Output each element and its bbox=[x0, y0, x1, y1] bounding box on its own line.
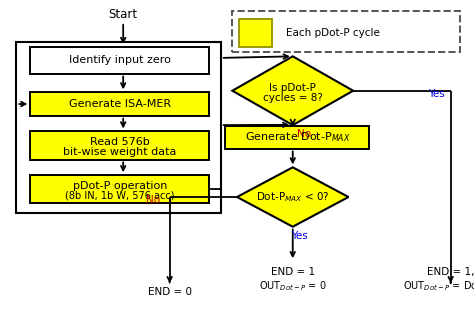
FancyBboxPatch shape bbox=[30, 92, 209, 116]
FancyBboxPatch shape bbox=[30, 175, 209, 203]
Text: Yes: Yes bbox=[292, 231, 308, 241]
Text: Start: Start bbox=[109, 8, 138, 21]
FancyBboxPatch shape bbox=[30, 47, 209, 73]
Text: Is pDot-P: Is pDot-P bbox=[269, 83, 316, 93]
Text: Generate Dot-P$_{MAX}$: Generate Dot-P$_{MAX}$ bbox=[245, 130, 350, 144]
Text: END = 1: END = 1 bbox=[271, 267, 315, 277]
Text: No: No bbox=[146, 195, 160, 205]
Text: END = 0: END = 0 bbox=[147, 287, 191, 297]
Text: OUT$_{Dot-P}$ = Dot-PV: OUT$_{Dot-P}$ = Dot-PV bbox=[403, 279, 474, 293]
Text: Yes: Yes bbox=[428, 89, 445, 99]
Text: Each pDot-P cycle: Each pDot-P cycle bbox=[286, 28, 380, 38]
Text: pDot-P operation: pDot-P operation bbox=[73, 181, 167, 191]
Polygon shape bbox=[232, 56, 353, 125]
Text: END = 1,: END = 1, bbox=[427, 267, 474, 277]
Text: Dot-P$_{MAX}$ < 0?: Dot-P$_{MAX}$ < 0? bbox=[256, 190, 329, 204]
Text: cycles = 8?: cycles = 8? bbox=[263, 93, 323, 103]
Text: Generate ISA-MER: Generate ISA-MER bbox=[69, 99, 171, 109]
FancyBboxPatch shape bbox=[239, 19, 272, 47]
Text: (8b IN, 1b W, 576 acc): (8b IN, 1b W, 576 acc) bbox=[65, 190, 174, 200]
FancyBboxPatch shape bbox=[30, 131, 209, 160]
Text: bit-wise weight data: bit-wise weight data bbox=[63, 147, 176, 157]
Polygon shape bbox=[237, 167, 348, 227]
Text: Identify input zero: Identify input zero bbox=[69, 55, 171, 65]
Text: OUT$_{Dot-P}$ = 0: OUT$_{Dot-P}$ = 0 bbox=[259, 279, 327, 293]
FancyBboxPatch shape bbox=[226, 126, 369, 149]
Bar bbox=[232, 11, 460, 52]
Text: No: No bbox=[297, 129, 311, 139]
Text: Read 576b: Read 576b bbox=[90, 137, 150, 147]
